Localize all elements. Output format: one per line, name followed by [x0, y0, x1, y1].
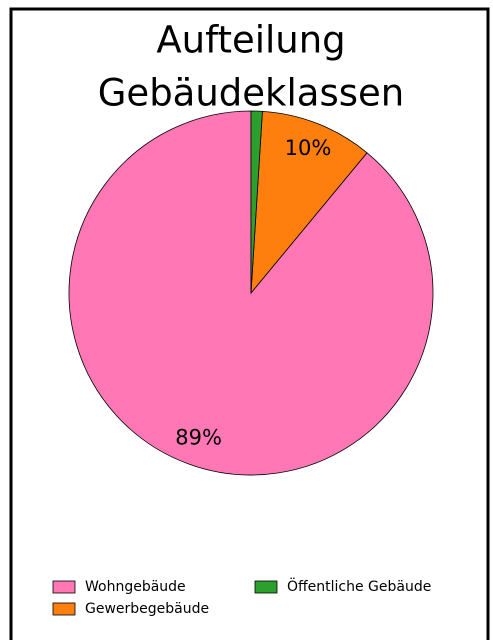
frame — [9, 7, 490, 640]
pie-slice — [250, 110, 368, 295]
legend-swatch — [52, 580, 76, 594]
data-label: 10% — [285, 136, 332, 160]
legend-label: Gewerbegebäude — [85, 601, 209, 617]
legend-label: Wohngebäude — [85, 579, 186, 595]
legend-label: Öffentliche Gebäude — [287, 577, 431, 595]
chart-title: Gebäudeklassen — [98, 72, 404, 115]
pie-slice — [250, 110, 263, 294]
data-label: 89% — [175, 426, 222, 450]
chart-title: Aufteilung — [156, 19, 345, 62]
legend-swatch — [52, 602, 76, 616]
legend-swatch — [254, 580, 278, 594]
